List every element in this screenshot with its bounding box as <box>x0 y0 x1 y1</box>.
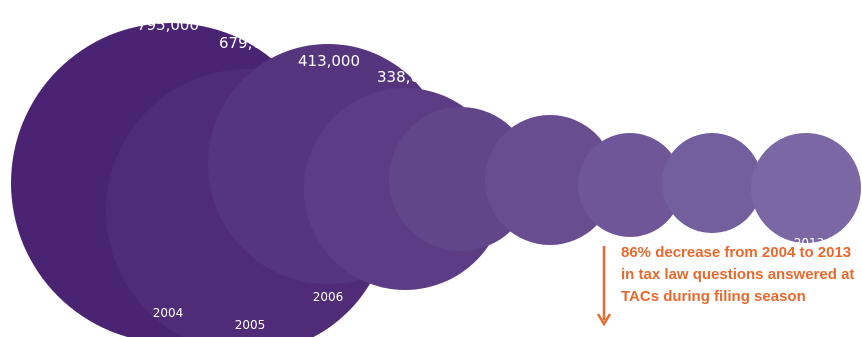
year-label-2011: 2011 <box>632 247 663 261</box>
bubble-2013 <box>751 133 861 243</box>
labels-group: 795,000 2004 679,000 2005 413,000 2006 338,000… <box>137 16 835 332</box>
bubbles-group <box>11 23 861 337</box>
value-label-2011: 153,000 <box>612 105 674 123</box>
year-label-2004: 2004 <box>153 306 184 320</box>
value-label-2006: 413,000 <box>298 52 360 70</box>
value-label-2012: 129,000 <box>687 112 749 130</box>
year-label-2009: 2009 <box>471 273 502 287</box>
value-label-2004: 795,000 <box>137 16 199 34</box>
value-label-2013: 110,000 <box>773 117 835 135</box>
annotation-line-1: 86% decrease from 2004 to 2013 <box>621 244 851 261</box>
annotation-line-2: in tax law questions answered at <box>621 266 854 283</box>
year-label-2010: 2010 <box>551 255 582 269</box>
annotation-line-3: TACs during filing season <box>621 288 806 305</box>
value-label-2008: 338,000 <box>377 68 439 86</box>
year-label-2006: 2006 <box>313 290 344 304</box>
bubble-2011 <box>578 133 682 237</box>
value-label-2010: 177,000 <box>536 96 598 114</box>
annotation-group: 86% decrease from 2004 to 2013 in tax la… <box>596 244 854 327</box>
bubble-2010 <box>485 115 615 245</box>
bubble-2012 <box>662 133 762 233</box>
year-label-2013: 2013 <box>794 236 825 250</box>
decrease-arrow-icon <box>596 313 612 327</box>
year-label-2012: 2012 <box>709 245 740 259</box>
year-label-2005: 2005 <box>235 318 266 332</box>
value-label-2009: 302,000 <box>451 74 513 92</box>
value-label-2005: 679,000 <box>219 34 281 52</box>
year-label-2008: 2008 <box>391 309 422 323</box>
